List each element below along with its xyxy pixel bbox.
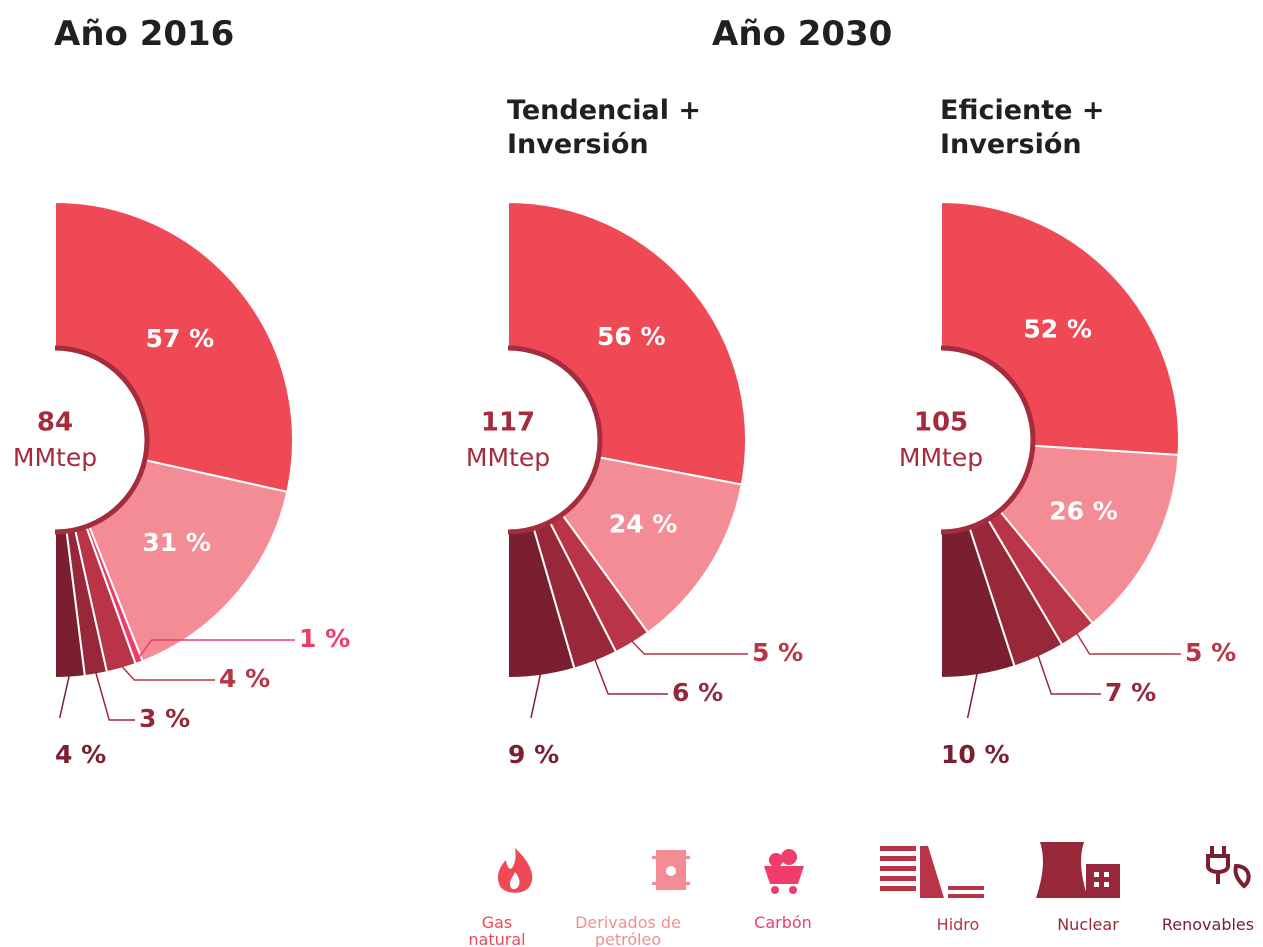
callout-label: 10 %: [941, 740, 1010, 769]
callout-label: 4 %: [55, 740, 106, 769]
leader-line: [530, 671, 542, 719]
leader-line: [593, 657, 668, 695]
renewables-icon: [1206, 846, 1251, 889]
callout-label: 4 %: [219, 664, 270, 693]
slice-label: 24 %: [609, 510, 678, 539]
leader-line: [629, 638, 748, 655]
nuclear-icon: [1036, 842, 1120, 898]
barrel-drop: [666, 866, 676, 876]
leader-line: [58, 673, 71, 719]
inner-ring: [54, 345, 150, 535]
total-unit: MMtep: [899, 443, 983, 472]
total-value: 105: [914, 408, 968, 438]
barrel-band: [652, 856, 690, 859]
inner-ring: [507, 345, 603, 535]
leader-line: [119, 664, 215, 681]
callout-label: 5 %: [1185, 638, 1236, 667]
callout-label: 5 %: [752, 638, 803, 667]
total-unit: MMtep: [466, 443, 550, 472]
callout-label: 3 %: [139, 704, 190, 733]
heading: Año 2030: [712, 14, 893, 54]
slice-label: 26 %: [1049, 497, 1118, 526]
coal-icon: [764, 866, 804, 884]
legend-label: Gas natural: [468, 913, 526, 947]
gas-icon-inner: [510, 872, 520, 890]
legend-label: Renovables: [1161, 915, 1255, 934]
callout-label: 6 %: [672, 678, 723, 707]
callout-label: 7 %: [1105, 678, 1156, 707]
total-value: 84: [37, 408, 73, 438]
legend-label: Carbón: [754, 913, 812, 932]
leader-line: [1074, 631, 1181, 655]
total-unit: MMtep: [13, 443, 97, 472]
legend-label: Nuclear: [1057, 915, 1119, 934]
leader-line: [94, 670, 135, 721]
coal-lump: [769, 853, 783, 867]
chart-title: Eficiente + Inversión: [940, 95, 1105, 160]
coal-wheel: [789, 886, 797, 894]
coal-wheel: [771, 886, 779, 894]
slice-label: 52 %: [1023, 314, 1092, 343]
inner-ring: [940, 345, 1036, 535]
leader-line: [137, 639, 295, 660]
callout-label: 1 %: [299, 624, 350, 653]
total-value: 117: [481, 408, 535, 438]
chart-title: Tendencial + Inversión: [507, 95, 701, 160]
legend-label: Derivados de petróleo: [575, 913, 681, 947]
gas-icon: [497, 848, 533, 893]
leader-line: [966, 670, 979, 719]
legend-label: Hidro: [936, 915, 980, 934]
slice-label: 31 %: [142, 528, 211, 557]
slice-label: 57 %: [146, 324, 215, 353]
leader-line: [1036, 653, 1101, 695]
barrel-band: [652, 882, 690, 885]
callout-label: 9 %: [508, 740, 559, 769]
coal-lump: [781, 849, 797, 865]
legend-icons: [497, 842, 1251, 898]
slice-label: 56 %: [597, 322, 666, 351]
heading: Año 2016: [54, 14, 235, 54]
hydro-icon: [880, 846, 984, 898]
